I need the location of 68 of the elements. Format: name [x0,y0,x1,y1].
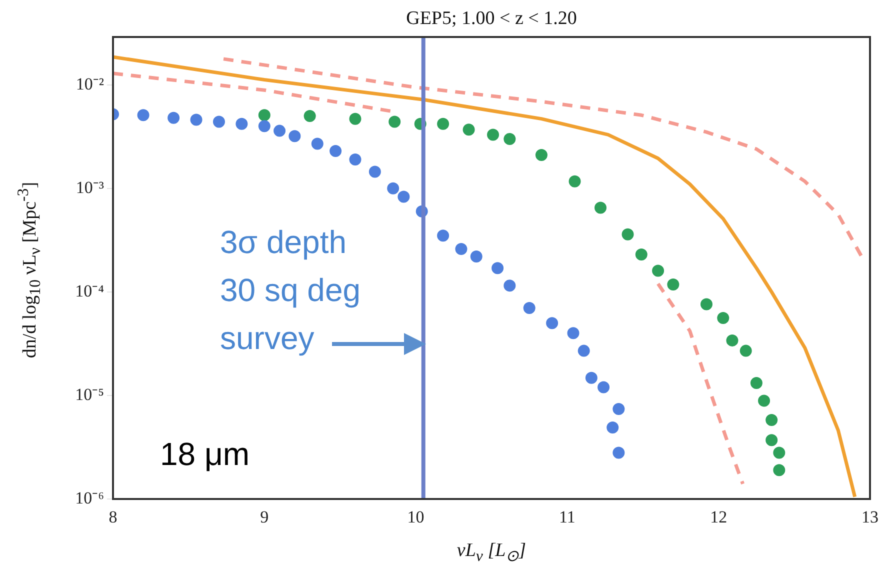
x-tick-label: 8 [108,508,118,527]
point [330,144,342,157]
y-tick-label: 10⁻⁴ [75,281,104,300]
point [766,434,778,446]
point [766,414,778,426]
y-tick-label: 10⁻² [76,74,104,94]
point [598,381,610,394]
x-axis-title: νL$_{ν}$ [L$_{⊙}$] [456,540,528,566]
point [470,250,482,262]
x-tick-label: 13 [862,508,878,527]
point [612,403,625,416]
point [288,130,301,142]
y-tick-label: 10⁻⁶ [75,488,104,508]
point [585,372,598,384]
point [504,133,516,146]
point [311,138,324,150]
point [594,202,607,214]
point [304,110,316,122]
annotation: 18 μm [160,435,250,474]
y-tick-label: 10⁻³ [76,178,104,197]
point [437,118,450,130]
point [740,344,752,357]
point [274,124,286,137]
point [455,242,468,255]
point [349,112,362,125]
point [137,109,150,122]
point [578,344,590,357]
point [773,446,786,459]
point [567,327,580,340]
point [652,264,664,277]
point [258,109,270,122]
annotation: 3σ depth 30 sq deg survey [220,223,361,358]
point [398,190,410,203]
point [523,302,536,314]
point [750,376,762,389]
point [236,118,248,130]
point [437,230,450,242]
x-tick-label: 10 [407,508,424,527]
point [667,278,680,290]
point [492,262,504,274]
point [168,112,180,124]
point [612,446,625,459]
y-tick-label: 10⁻⁵ [75,384,104,404]
point [462,124,475,136]
point [190,114,202,126]
point [758,394,770,407]
point [568,175,581,188]
point [368,166,381,178]
point [487,128,500,141]
point [535,149,548,162]
point [387,182,400,194]
point [606,422,619,434]
point [622,228,634,240]
x-tick-label: 9 [260,508,269,527]
point [504,280,516,292]
chart-title: GEP5; 1.00 < z < 1.20 [405,8,578,30]
point [717,312,730,324]
point [388,116,401,128]
point [212,116,225,128]
point [349,154,362,166]
point [258,120,270,132]
point [726,334,738,346]
x-tick-label: 12 [710,508,728,527]
point [546,317,558,330]
point [700,298,712,310]
point [773,464,786,476]
point [635,248,648,260]
x-tick-label: 11 [559,508,576,527]
